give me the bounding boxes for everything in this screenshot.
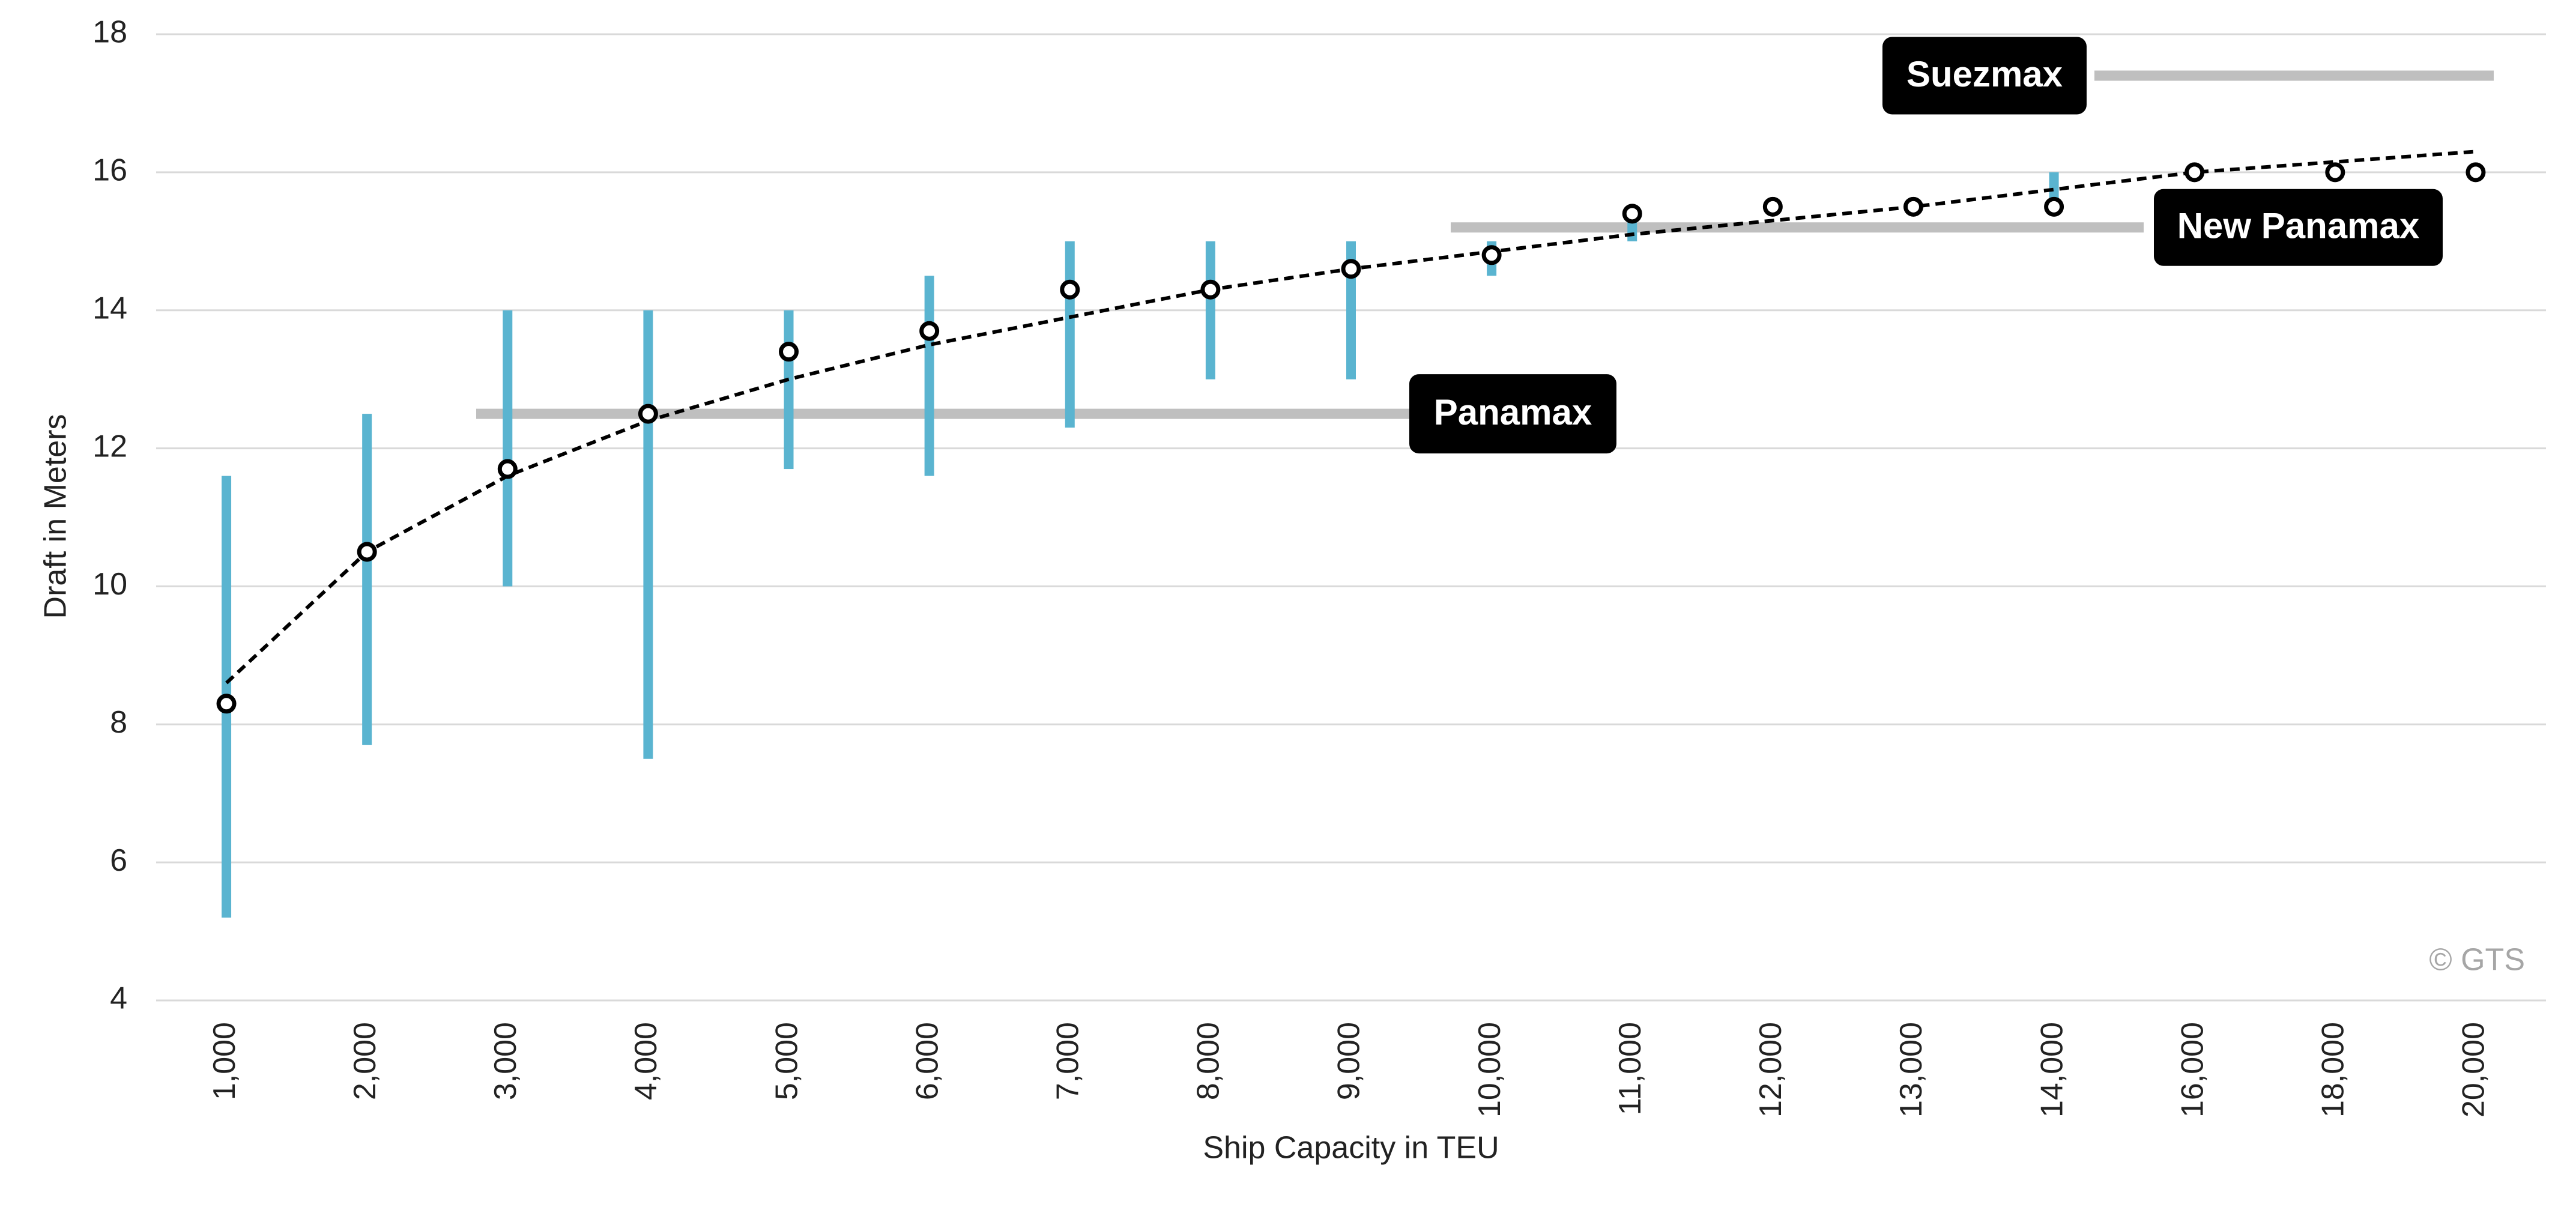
mean-point [1903, 196, 1923, 217]
y-tick-label: 6 [110, 843, 127, 878]
mean-point [1481, 245, 1502, 265]
mean-point [2184, 162, 2205, 183]
y-tick-label: 10 [92, 567, 127, 602]
x-tick-label: 10,000 [1472, 1022, 1507, 1118]
watermark: © GTS [2429, 943, 2525, 978]
mean-point [357, 542, 377, 562]
reference-label-box [1409, 374, 1616, 454]
range-bar [2049, 172, 2059, 200]
reference-label: Suezmax [1906, 54, 2063, 94]
x-tick-label: 7,000 [1050, 1022, 1085, 1100]
y-axis-title: Draft in Meters [38, 414, 73, 619]
mean-point [638, 404, 658, 424]
x-tick-label: 2,000 [348, 1022, 382, 1100]
range-bar [1065, 241, 1075, 428]
mean-point [2325, 162, 2345, 183]
x-tick-label: 11,000 [1613, 1022, 1648, 1115]
mean-point [779, 342, 799, 362]
mean-point [1341, 259, 1361, 279]
x-tick-label: 9,000 [1332, 1022, 1367, 1100]
mean-point [1060, 279, 1080, 300]
reference-label: Panamax [1434, 392, 1592, 432]
x-tick-label: 20,000 [2457, 1022, 2491, 1118]
y-tick-label: 18 [92, 15, 127, 50]
range-bar [503, 310, 513, 587]
x-tick-label: 16,000 [2175, 1022, 2210, 1118]
x-tick-label: 8,000 [1191, 1022, 1226, 1100]
reference-label: New Panamax [2177, 206, 2420, 246]
y-tick-label: 12 [92, 429, 127, 464]
y-tick-label: 8 [110, 705, 127, 740]
mean-point [497, 459, 518, 479]
x-tick-label: 3,000 [488, 1022, 523, 1100]
mean-point [2044, 196, 2064, 217]
x-tick-label: 5,000 [769, 1022, 804, 1100]
range-bar [643, 310, 653, 759]
y-tick-label: 16 [92, 153, 127, 188]
mean-point [1762, 196, 1783, 217]
x-axis-title: Ship Capacity in TEU [1203, 1131, 1499, 1166]
reference-label-box [2154, 189, 2443, 266]
mean-point [216, 694, 237, 714]
x-tick-label: 13,000 [1894, 1022, 1929, 1118]
y-tick-label: 14 [92, 291, 127, 325]
reference-label-box [1882, 37, 2087, 115]
x-tick-label: 14,000 [2034, 1022, 2069, 1118]
x-tick-label: 12,000 [1753, 1022, 1788, 1118]
range-bar [1205, 241, 1215, 380]
mean-point [919, 321, 940, 341]
range-bar [362, 414, 372, 745]
x-tick-label: 18,000 [2316, 1022, 2351, 1118]
x-tick-label: 4,000 [629, 1022, 664, 1100]
range-bar [784, 310, 794, 470]
mean-point [1200, 279, 1221, 300]
mean-point [2466, 162, 2486, 183]
x-tick-label: 6,000 [910, 1022, 945, 1100]
x-tick-label: 1,000 [207, 1022, 242, 1100]
y-tick-label: 4 [110, 981, 127, 1016]
mean-point [1622, 204, 1642, 224]
range-bar [924, 276, 934, 476]
